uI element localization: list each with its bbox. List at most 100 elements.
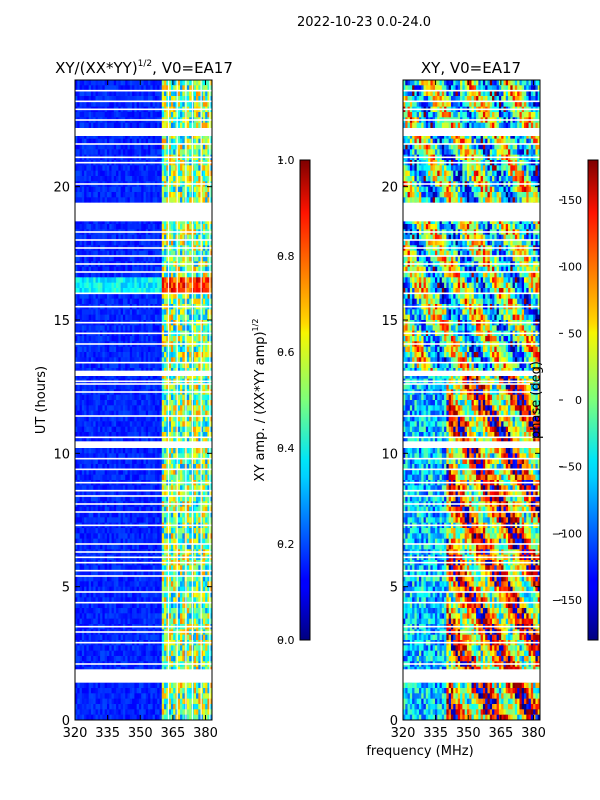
- y-tick-label: 0: [390, 714, 398, 729]
- flagged-time-line: [403, 436, 540, 439]
- flagged-time-line: [75, 551, 212, 553]
- y-tick-label: 15: [53, 314, 70, 329]
- flagged-time-line: [75, 457, 212, 460]
- flagged-time-line: [403, 625, 540, 628]
- flagged-time-line: [75, 495, 212, 497]
- colorbar-tick-label: 150: [561, 194, 582, 207]
- flagged-time-line: [403, 457, 540, 460]
- flagged-time-line: [75, 561, 212, 564]
- flagged-time-band: [75, 202, 212, 222]
- flagged-time-line: [403, 663, 540, 665]
- y-tick-label: 10: [381, 447, 398, 462]
- flagged-time-line: [75, 625, 212, 628]
- flagged-time-line: [403, 263, 540, 265]
- flagged-time-line: [75, 383, 212, 385]
- flagged-time-line: [403, 511, 540, 513]
- flagged-time-line: [75, 156, 212, 159]
- flagged-time-line: [75, 89, 212, 92]
- flagged-time-line: [75, 380, 212, 383]
- flagged-time-line: [403, 143, 540, 145]
- flagged-time-band: [75, 441, 212, 448]
- flagged-time-line: [403, 551, 540, 553]
- flagged-time-band: [403, 370, 540, 376]
- flagged-time-band: [403, 128, 540, 136]
- flagged-time-line: [75, 436, 212, 439]
- x-tick-label: 365: [488, 726, 513, 741]
- y-tick-label: 5: [62, 581, 70, 596]
- colorbar-tick-label: 50: [568, 327, 582, 340]
- flagged-time-line: [403, 108, 540, 111]
- phase-heatmap: [403, 80, 540, 720]
- flagged-time-line: [75, 161, 212, 164]
- phase-panel-title: XY, V0=EA17: [421, 59, 521, 77]
- flagged-time-line: [75, 524, 212, 527]
- flagged-time-line: [75, 343, 212, 345]
- flagged-time-line: [403, 391, 540, 393]
- amplitude-colorbar-label: XY amp. / (XX*YY amp)1/2: [251, 319, 268, 482]
- flagged-frequency-line: [167, 80, 170, 720]
- x-tick-label: 335: [95, 726, 120, 741]
- flagged-time-line: [403, 631, 540, 633]
- flagged-time-line: [75, 361, 212, 364]
- flagged-time-band: [403, 669, 540, 683]
- x-tick-label: 380: [521, 726, 546, 741]
- colorbar-tick-label: −50: [559, 461, 582, 474]
- phase-panel: XY, V0=EA17 320 335 350 365 380 0 5 10 15 20 freq…: [366, 59, 546, 759]
- x-tick-label: 335: [423, 726, 448, 741]
- flagged-time-line: [75, 305, 212, 308]
- y-tick-label: 20: [53, 181, 70, 196]
- flagged-time-line: [403, 489, 540, 492]
- flagged-time-line: [403, 641, 540, 644]
- flagged-time-line: [403, 503, 540, 505]
- flagged-time-line: [403, 468, 540, 471]
- colorbar-tick-label: 0.4: [277, 442, 295, 455]
- colorbar-tick-label: −100: [552, 527, 582, 540]
- y-tick-label: 0: [62, 714, 70, 729]
- flagged-time-line: [403, 332, 540, 335]
- y-tick-label: 5: [390, 581, 398, 596]
- amplitude-plot-frame: [74, 79, 213, 721]
- x-axis-label: frequency (MHz): [366, 744, 473, 759]
- flagged-time-line: [403, 415, 540, 417]
- flagged-time-line: [403, 100, 540, 103]
- flagged-time-line: [403, 271, 540, 273]
- flagged-time-line: [403, 89, 540, 92]
- flagged-time-line: [75, 108, 212, 111]
- x-tick-label: 380: [193, 726, 218, 741]
- flagged-time-line: [75, 119, 212, 121]
- y-tick-label: 15: [381, 314, 398, 329]
- flagged-time-line: [403, 383, 540, 385]
- flagged-time-line: [75, 292, 212, 295]
- flagged-time-line: [75, 631, 212, 633]
- flagged-time-line: [75, 183, 212, 185]
- amplitude-panel: XY/(XX*YY)1/2, V0=EA17 320 335 350 365 380 0 5…: [34, 59, 233, 741]
- flagged-time-line: [403, 292, 540, 295]
- flagged-time-line: [75, 391, 212, 393]
- flagged-time-line: [403, 556, 540, 559]
- x-tick-label: 365: [160, 726, 185, 741]
- flagged-time-line: [75, 263, 212, 265]
- colorbar-tick-label: 100: [561, 261, 582, 274]
- colorbar-tick-label: 0.2: [277, 538, 295, 551]
- amplitude-colorbar-ticks: 0.0 0.2 0.4 0.6 0.8 1.0: [277, 154, 295, 647]
- flagged-time-line: [75, 601, 212, 604]
- flagged-time-band: [403, 202, 540, 222]
- flagged-time-line: [75, 489, 212, 492]
- phase-colorbar-gradient: [587, 159, 599, 641]
- flagged-time-line: [75, 543, 212, 545]
- flagged-time-line: [75, 511, 212, 513]
- flagged-frequency-line: [185, 80, 187, 720]
- flagged-time-line: [75, 481, 212, 484]
- phase-colorbar-ticks: −150 −100 −50 0 50 100 150: [552, 194, 582, 607]
- flagged-time-line: [75, 255, 212, 257]
- flagged-time-line: [75, 321, 212, 324]
- flagged-time-line: [403, 591, 540, 593]
- figure-suptitle: 2022-10-23 0.0-24.0: [297, 15, 431, 30]
- flagged-time-line: [403, 255, 540, 257]
- flagged-time-line: [75, 100, 212, 103]
- flagged-time-line: [75, 332, 212, 335]
- amplitude-heatmap: [75, 80, 212, 720]
- y-tick-label: 10: [53, 447, 70, 462]
- phase-colorbar: −150 −100 −50 0 50 100 150 phase (deg): [529, 159, 599, 641]
